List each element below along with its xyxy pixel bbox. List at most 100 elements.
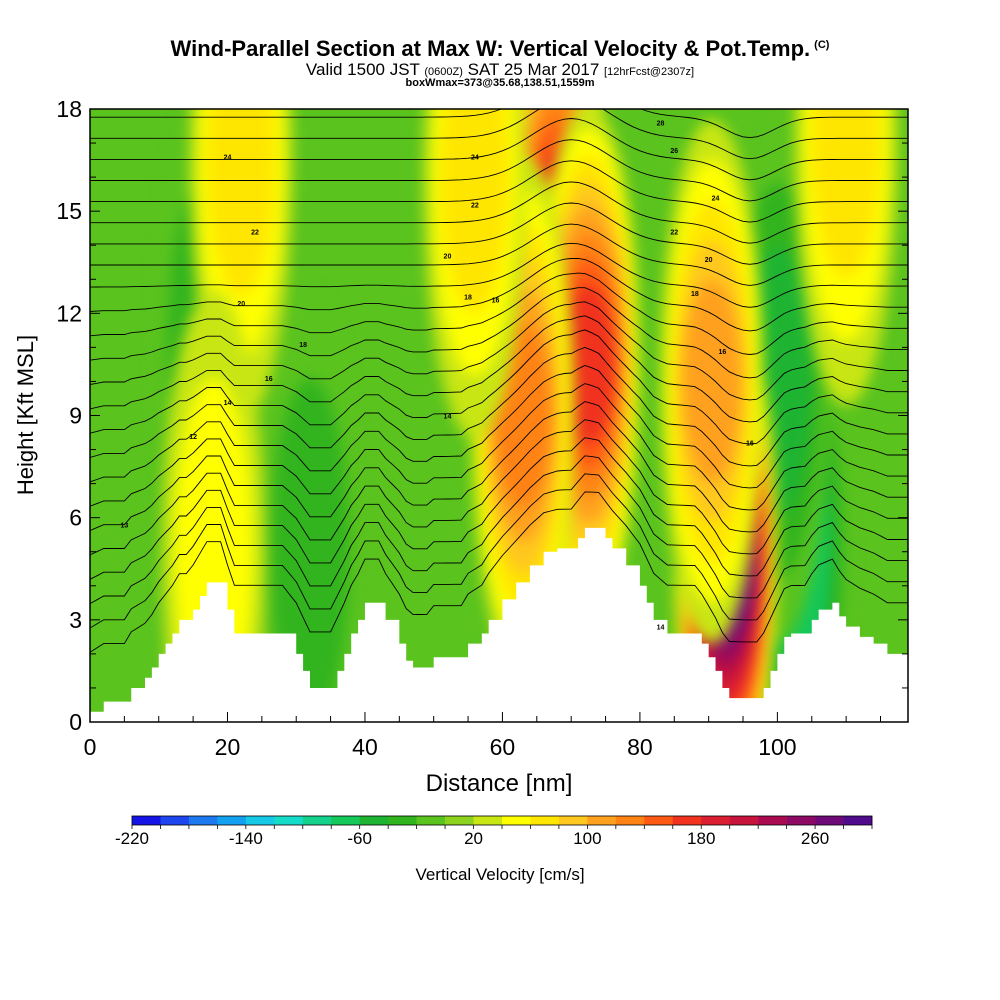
velocity-cell xyxy=(207,109,276,296)
colorbar-swatch xyxy=(388,816,417,825)
terrain-mask xyxy=(90,527,908,722)
contour-label: 20 xyxy=(705,257,713,264)
theta-contour xyxy=(90,109,908,160)
theta-contour xyxy=(90,301,908,401)
contour-label: 26 xyxy=(670,148,678,155)
copyright-mark: (C) xyxy=(814,38,830,51)
y-tick-label: 3 xyxy=(69,607,82,633)
colorbar-swatch xyxy=(302,816,332,825)
contour-label: 13 xyxy=(120,522,128,529)
contour-label: 18 xyxy=(691,291,699,298)
colorbar-tick-label: 20 xyxy=(464,829,483,848)
contour-label: 16 xyxy=(719,349,727,356)
colorbar-swatch xyxy=(217,816,247,825)
theta-contour xyxy=(90,257,908,332)
contour-label: 24 xyxy=(224,155,232,162)
y-tick-label: 12 xyxy=(56,300,82,326)
theta-contour xyxy=(90,419,908,556)
x-axis: 0 20 40 60 80 100 xyxy=(84,712,882,760)
theta-contour xyxy=(90,491,908,653)
contour-label: 22 xyxy=(670,230,678,237)
colorbar-swatch xyxy=(416,816,446,825)
contour-label: 28 xyxy=(657,121,665,128)
theta-contour xyxy=(90,118,908,181)
theta-contour xyxy=(90,347,908,467)
y-tick-label: 15 xyxy=(56,198,82,224)
contour-label: 22 xyxy=(471,202,479,209)
y-tick-label: 6 xyxy=(69,505,82,531)
theta-contour xyxy=(90,139,908,202)
theta-contour xyxy=(90,202,908,265)
colorbar: -220 -140 -60 20 100 180 260 xyxy=(115,815,873,848)
colorbar-swatch xyxy=(843,816,873,825)
colorbar-swatch xyxy=(188,816,218,825)
contour-label: 16 xyxy=(265,376,273,383)
title-text: Wind-Parallel Section at Max W: Vertical… xyxy=(170,36,811,61)
colorbar-tick-label: 100 xyxy=(573,829,601,848)
colorbar-swatch xyxy=(672,816,702,825)
theta-contour xyxy=(90,287,908,379)
contour-label: 24 xyxy=(712,196,720,203)
y-axis: 0 3 6 9 12 15 18 xyxy=(56,96,908,735)
colorbar-swatch xyxy=(701,816,730,825)
colorbar-swatch xyxy=(729,816,759,825)
colorbar-swatch xyxy=(644,816,674,825)
theta-contour xyxy=(90,383,908,511)
contour-label: 16 xyxy=(746,441,754,448)
theta-contour xyxy=(90,223,908,286)
contour-label: 18 xyxy=(299,342,307,349)
theta-contour xyxy=(90,272,908,355)
velocity-cell xyxy=(441,109,509,313)
theta-contours xyxy=(90,109,908,653)
colorbar-tick-label: -220 xyxy=(115,829,149,848)
y-tick-label: 0 xyxy=(69,709,82,735)
contour-label: 20 xyxy=(444,253,452,260)
velocity-field xyxy=(155,109,898,722)
colorbar-label: Vertical Velocity [cm/s] xyxy=(415,865,584,884)
velocity-cell xyxy=(812,109,881,279)
colorbar-tick-label: 180 xyxy=(687,829,715,848)
contour-label: 14 xyxy=(444,414,452,421)
colorbar-swatch xyxy=(786,816,816,825)
x-tick-label: 80 xyxy=(627,734,653,760)
velocity-cell xyxy=(562,284,615,445)
colorbar-swatch xyxy=(359,816,389,825)
colorbar-swatch xyxy=(815,816,844,825)
contour-label: 22 xyxy=(251,230,259,237)
y-axis-label: Height [Kft MSL] xyxy=(13,335,38,495)
chart-title: Wind-Parallel Section at Max W: Vertical… xyxy=(0,36,1000,62)
x-tick-label: 0 xyxy=(84,734,97,760)
x-tick-label: 60 xyxy=(490,734,516,760)
colorbar-swatch xyxy=(160,816,190,825)
contour-label: 20 xyxy=(237,301,245,308)
velocity-cell xyxy=(683,280,742,483)
x-tick-label: 40 xyxy=(352,734,378,760)
chart-subtitle: Valid 1500 JST (0600Z) SAT 25 Mar 2017 [… xyxy=(0,60,1000,80)
colorbar-tick-label: -60 xyxy=(347,829,372,848)
theta-contour xyxy=(90,473,908,629)
colorbar-swatch xyxy=(530,816,560,825)
colorbar-swatch xyxy=(502,816,531,825)
colorbar-swatch xyxy=(331,816,360,825)
colorbar-swatch xyxy=(615,816,645,825)
plot-area: 13 12 14 16 18 20 22 24 20 18 22 24 16 14 26 28 24 22 20 18… xyxy=(90,109,908,722)
boxwmax-info: boxWmax=373@35.68,138.51,1559m xyxy=(405,77,595,89)
y-tick-label: 9 xyxy=(69,403,82,429)
contour-label: 14 xyxy=(657,625,665,632)
colorbar-swatch xyxy=(758,816,787,825)
theta-contour xyxy=(90,315,908,423)
colorbar-swatch xyxy=(132,816,161,825)
x-tick-label: 100 xyxy=(758,734,796,760)
colorbar-tick-label: -140 xyxy=(229,829,263,848)
theta-contour xyxy=(90,455,908,604)
colorbar-swatch xyxy=(473,816,503,825)
contour-label: 16 xyxy=(492,298,500,305)
theta-contour xyxy=(90,401,908,533)
forecast-info: [12hrFcst@2307z] xyxy=(604,66,695,78)
colorbar-swatch xyxy=(445,816,474,825)
theta-contour xyxy=(90,437,908,580)
theta-contour xyxy=(90,109,908,139)
theta-contour xyxy=(90,181,908,244)
valid-time: Valid 1500 JST xyxy=(305,60,420,79)
theta-contour xyxy=(90,242,908,308)
